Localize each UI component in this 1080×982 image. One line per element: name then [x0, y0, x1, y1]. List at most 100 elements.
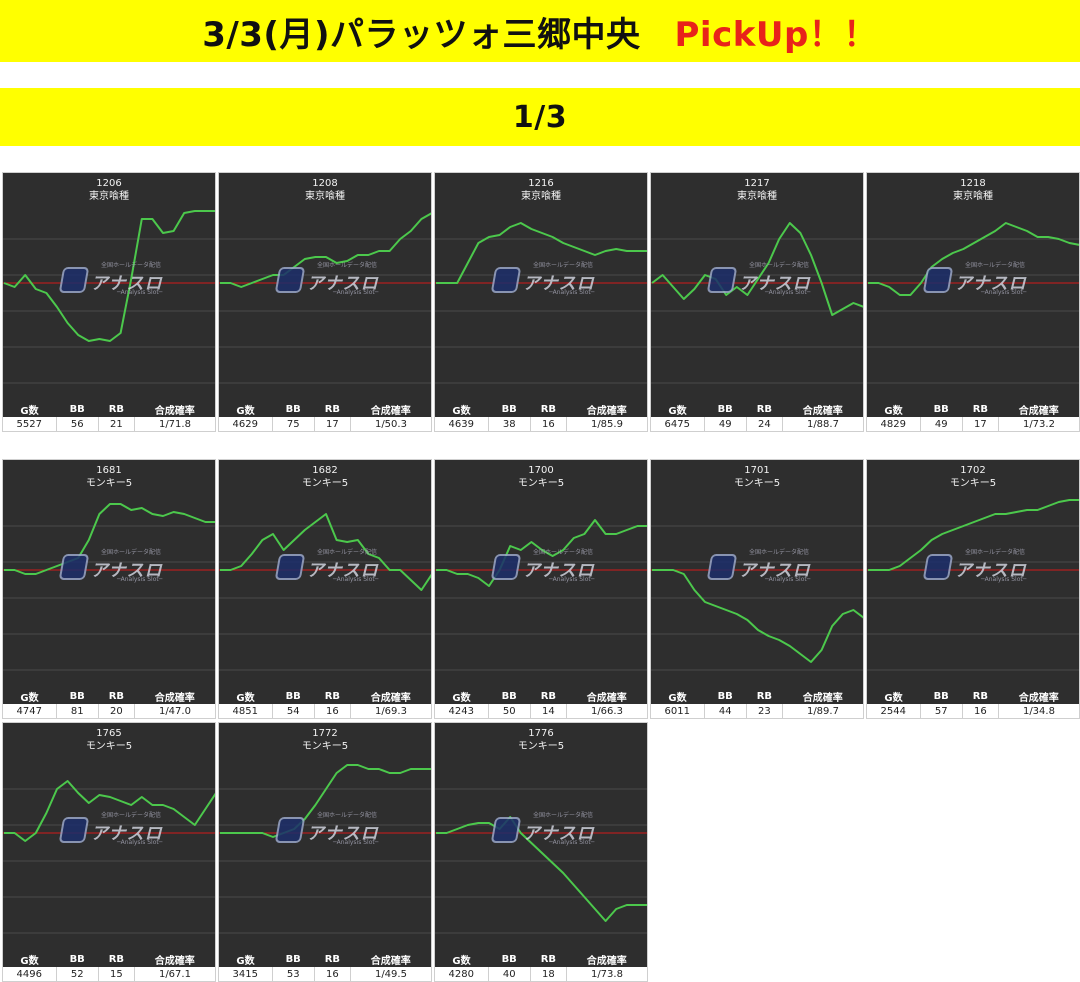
bb-value: 75: [271, 417, 315, 431]
machine-header: 1701 モンキー5: [651, 464, 863, 490]
combined-rate-header: 合成確率: [566, 689, 647, 704]
combined-rate-value: 1/69.3: [349, 704, 431, 718]
stats-value-row: 3415 53 16 1/49.5: [219, 967, 431, 981]
machine-panel[interactable]: 1218 東京喰種 全国ホールデータ配信 アナスロ ─Analysis Slot─ G数 B…: [866, 172, 1080, 432]
games-value: 4829: [867, 417, 920, 431]
stats-header-row: G数 BB RB 合成確率: [3, 952, 215, 967]
games-header: G数: [435, 689, 488, 704]
machine-number: 1772: [312, 728, 338, 739]
games-value: 4243: [435, 704, 488, 718]
bb-header: BB: [56, 689, 99, 704]
machine-header: 1216 東京喰種: [435, 177, 647, 203]
machine-panel[interactable]: 1217 東京喰種 全国ホールデータ配信 アナスロ ─Analysis Slot─ G数 B…: [650, 172, 864, 432]
title-banner: 3/3(月)パラッツォ三郷中央 PickUp！！: [0, 0, 1080, 62]
page-indicator: 1/3: [512, 99, 568, 135]
slump-graph: [435, 519, 647, 671]
machine-panel[interactable]: 1206 東京喰種 全国ホールデータ配信 アナスロ ─Analysis Slot─ G数 B…: [2, 172, 216, 432]
pickup-label: PickUp！！: [674, 14, 878, 55]
bb-value: 54: [271, 704, 315, 718]
machine-number: 1776: [528, 728, 554, 739]
rb-value: 20: [97, 704, 135, 718]
machine-panel[interactable]: 1681 モンキー5 全国ホールデータ配信 アナスロ ─Analysis Slot─ G数…: [2, 459, 216, 719]
machine-panel[interactable]: 1772 モンキー5 全国ホールデータ配信 アナスロ ─Analysis Slot─ G数…: [218, 722, 432, 982]
rb-value: 16: [529, 417, 567, 431]
machine-panel[interactable]: 1701 モンキー5 全国ホールデータ配信 アナスロ ─Analysis Slot─ G数…: [650, 459, 864, 719]
bb-value: 56: [55, 417, 99, 431]
bb-header: BB: [272, 689, 315, 704]
slump-graph: [651, 525, 863, 671]
machine-panel[interactable]: 1702 モンキー5 全国ホールデータ配信 アナスロ ─Analysis Slot─ G数…: [866, 459, 1080, 719]
combined-rate-header: 合成確率: [350, 952, 431, 967]
stats-value-row: 4829 49 17 1/73.2: [867, 417, 1079, 431]
bb-value: 38: [487, 417, 531, 431]
machine-panel[interactable]: 1776 モンキー5 全国ホールデータ配信 アナスロ ─Analysis Slot─ G数…: [434, 722, 648, 982]
stats-table: G数 BB RB 合成確率 2544 57 16 1/34.8: [867, 689, 1079, 718]
slump-graph: [219, 764, 431, 934]
machine-number: 1700: [528, 465, 554, 476]
rb-header: RB: [530, 689, 567, 704]
page-indicator-banner: 1/3: [0, 88, 1080, 146]
rb-value: 17: [961, 417, 999, 431]
stats-header-row: G数 BB RB 合成確率: [435, 952, 647, 967]
stats-table: G数 BB RB 合成確率 4639 38 16 1/85.9: [435, 402, 647, 431]
combined-rate-header: 合成確率: [134, 689, 215, 704]
stats-value-row: 6475 49 24 1/88.7: [651, 417, 863, 431]
rb-value: 23: [745, 704, 783, 718]
stats-header-row: G数 BB RB 合成確率: [435, 402, 647, 417]
stats-value-row: 4280 40 18 1/73.8: [435, 967, 647, 981]
machine-panel[interactable]: 1765 モンキー5 全国ホールデータ配信 アナスロ ─Analysis Slot─ G数…: [2, 722, 216, 982]
bb-value: 52: [55, 967, 99, 981]
machine-name: 東京喰種: [305, 191, 345, 202]
rb-value: 16: [313, 967, 351, 981]
stats-table: G数 BB RB 合成確率 4243 50 14 1/66.3: [435, 689, 647, 718]
machine-header: 1776 モンキー5: [435, 727, 647, 753]
games-value: 4629: [219, 417, 272, 431]
bb-value: 49: [703, 417, 747, 431]
machine-header: 1681 モンキー5: [3, 464, 215, 490]
stats-header-row: G数 BB RB 合成確率: [219, 952, 431, 967]
machine-name: モンキー5: [733, 478, 781, 489]
combined-rate-value: 1/47.0: [133, 704, 215, 718]
machine-header: 1772 モンキー5: [219, 727, 431, 753]
bb-header: BB: [488, 402, 531, 417]
machine-header: 1702 モンキー5: [867, 464, 1079, 490]
stats-table: G数 BB RB 合成確率 4280 40 18 1/73.8: [435, 952, 647, 981]
stats-value-row: 4851 54 16 1/69.3: [219, 704, 431, 718]
combined-rate-header: 合成確率: [998, 689, 1079, 704]
games-header: G数: [3, 952, 56, 967]
machine-panel[interactable]: 1700 モンキー5 全国ホールデータ配信 アナスロ ─Analysis Slot─ G数…: [434, 459, 648, 719]
rb-value: 18: [529, 967, 567, 981]
bb-header: BB: [704, 402, 747, 417]
rb-value: 16: [313, 704, 351, 718]
machine-panel[interactable]: 1682 モンキー5 全国ホールデータ配信 アナスロ ─Analysis Slot─ G数…: [218, 459, 432, 719]
combined-rate-header: 合成確率: [998, 402, 1079, 417]
rb-header: RB: [530, 952, 567, 967]
stats-header-row: G数 BB RB 合成確率: [435, 689, 647, 704]
slump-line: [4, 780, 215, 842]
machine-header: 1208 東京喰種: [219, 177, 431, 203]
machine-name: モンキー5: [949, 478, 997, 489]
rb-header: RB: [314, 952, 351, 967]
machine-header: 1206 東京喰種: [3, 177, 215, 203]
slump-line: [868, 222, 1079, 296]
machine-number: 1217: [744, 178, 770, 189]
machine-name: 東京喰種: [89, 191, 129, 202]
bb-header: BB: [488, 689, 531, 704]
stats-table: G数 BB RB 合成確率 6011 44 23 1/89.7: [651, 689, 863, 718]
combined-rate-value: 1/85.9: [565, 417, 647, 431]
machine-panel[interactable]: 1208 東京喰種 全国ホールデータ配信 アナスロ ─Analysis Slot─ G数 B…: [218, 172, 432, 432]
stats-value-row: 4243 50 14 1/66.3: [435, 704, 647, 718]
slump-line: [436, 519, 647, 587]
machine-number: 1218: [960, 178, 986, 189]
machine-number: 1765: [96, 728, 122, 739]
games-header: G数: [219, 952, 272, 967]
stats-value-row: 5527 56 21 1/71.8: [3, 417, 215, 431]
machine-panel[interactable]: 1216 東京喰種 全国ホールデータ配信 アナスロ ─Analysis Slot─ G数 B…: [434, 172, 648, 432]
machine-name: モンキー5: [85, 478, 133, 489]
games-value: 4851: [219, 704, 272, 718]
stats-table: G数 BB RB 合成確率 4829 49 17 1/73.2: [867, 402, 1079, 431]
machine-name: モンキー5: [85, 741, 133, 752]
bb-header: BB: [920, 689, 963, 704]
stats-header-row: G数 BB RB 合成確率: [867, 402, 1079, 417]
combined-rate-value: 1/50.3: [349, 417, 431, 431]
